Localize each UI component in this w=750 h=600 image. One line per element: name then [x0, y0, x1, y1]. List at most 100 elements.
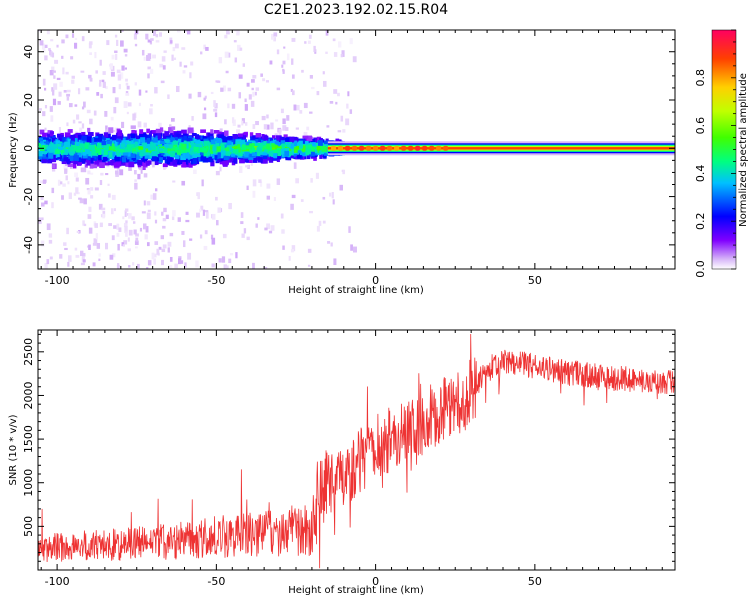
heatmap-cell	[147, 73, 150, 79]
heatmap-cell	[145, 226, 149, 233]
heatmap-cell	[98, 253, 101, 257]
heatmap-cell	[172, 159, 177, 166]
heatmap-cell	[57, 146, 64, 151]
heatmap-cell	[125, 208, 129, 212]
heatmap-cell	[118, 135, 123, 141]
heatmap-cell	[257, 217, 260, 220]
heatmap-cell	[138, 133, 144, 139]
heatmap-cell	[222, 150, 226, 156]
heatmap-cell	[255, 156, 260, 161]
heatmap-cell	[51, 168, 56, 172]
heatmap-cell	[121, 157, 127, 163]
heatmap-cell	[222, 233, 227, 239]
heatmap-cell	[184, 147, 191, 153]
heatmap-cell	[169, 232, 174, 237]
heatmap-cell	[162, 65, 166, 70]
heatmap-cell	[148, 146, 154, 151]
heatmap-cell	[102, 71, 106, 75]
heatmap-cell	[165, 214, 169, 220]
heatmap-cell	[93, 110, 97, 116]
heatmap-cell	[52, 144, 57, 150]
heatmap-cell	[53, 83, 58, 90]
heatmap-cell	[96, 243, 101, 249]
heatmap-cell	[266, 124, 270, 130]
heatmap-cell	[194, 135, 201, 139]
heatmap-cell	[79, 198, 84, 204]
heatmap-cell	[157, 154, 162, 159]
heatmap-cell	[170, 40, 173, 44]
heatmap-cell	[266, 195, 270, 200]
heatmap-cell	[273, 153, 278, 158]
heatmap-cell	[179, 159, 185, 163]
heatmap-cell	[221, 256, 226, 263]
heatmap-cell	[122, 244, 125, 247]
heatmap-cell	[43, 141, 50, 145]
heatmap-cell	[232, 133, 238, 140]
heatmap-cell	[42, 111, 46, 117]
heatmap-cell	[108, 151, 113, 158]
heatmap-cell	[197, 91, 202, 98]
heatmap-cell	[171, 126, 176, 130]
heatmap-cell	[199, 152, 204, 156]
heatmap-cell	[148, 130, 153, 137]
heatmap-cell	[162, 218, 167, 222]
heatmap-cell	[147, 260, 152, 266]
heatmap-cell	[56, 143, 62, 147]
heatmap-cell	[281, 64, 284, 68]
heatmap-cell	[116, 39, 119, 46]
heatmap-cell	[65, 71, 69, 75]
heatmap-cell	[202, 209, 206, 216]
heatmap-cell	[132, 262, 135, 266]
heatmap-cell	[49, 69, 54, 76]
heatmap-cell	[332, 199, 335, 205]
heatmap-cell	[284, 155, 290, 159]
heatmap-cell	[178, 258, 182, 265]
heatmap-cell	[309, 145, 314, 151]
heatmap-cell	[83, 223, 87, 227]
heatmap-cell	[73, 145, 78, 151]
heatmap-cell	[135, 246, 138, 249]
heatmap-cell	[184, 135, 191, 140]
colorbar-tick-label: 0.4	[694, 165, 707, 183]
heatmap-cell	[210, 91, 214, 95]
heatmap-cell	[100, 153, 105, 160]
heatmap-cell	[304, 41, 307, 44]
heatmap-cell	[276, 147, 281, 153]
heatmap-cell	[125, 82, 129, 86]
heatmap-cell	[282, 245, 285, 250]
heatmap-cell	[172, 47, 176, 52]
heatmap-cell	[110, 208, 114, 215]
heatmap-cell	[128, 166, 132, 171]
heatmap-cell	[143, 223, 147, 230]
heatmap-cell	[296, 104, 300, 111]
heatmap-cell	[283, 134, 288, 138]
chart-title: C2E1.2023.192.02.15.R04	[264, 2, 448, 18]
heatmap-cell	[64, 144, 69, 150]
heatmap-cell	[135, 233, 139, 237]
heatmap-cell	[241, 140, 245, 144]
heatmap-cell	[224, 51, 229, 58]
heatmap-cell	[244, 148, 250, 152]
heatmap-cell	[312, 147, 316, 152]
heatmap-cell	[167, 94, 170, 99]
heatmap-cell	[89, 137, 95, 143]
heatmap-cell	[48, 233, 53, 238]
heatmap-cell	[180, 147, 186, 153]
heatmap-cell	[106, 144, 111, 149]
heatmap-cell	[250, 143, 255, 147]
heatmap-cell	[103, 145, 109, 151]
heatmap-cell	[100, 93, 103, 99]
heatmap-cell	[171, 216, 175, 221]
heatmap-cell	[158, 122, 162, 128]
heatmap-cell	[127, 145, 132, 151]
heatmap-cell	[147, 66, 151, 70]
heatmap-cell	[86, 160, 91, 166]
heatmap-cell	[217, 207, 222, 213]
heatmap-cell	[325, 30, 329, 36]
heatmap-cell	[177, 217, 181, 222]
heatmap-cell	[133, 229, 137, 235]
heatmap-cell	[185, 219, 190, 223]
heatmap-cell	[287, 142, 291, 148]
heatmap-cell	[95, 148, 100, 154]
heatmap-cell	[63, 242, 67, 246]
